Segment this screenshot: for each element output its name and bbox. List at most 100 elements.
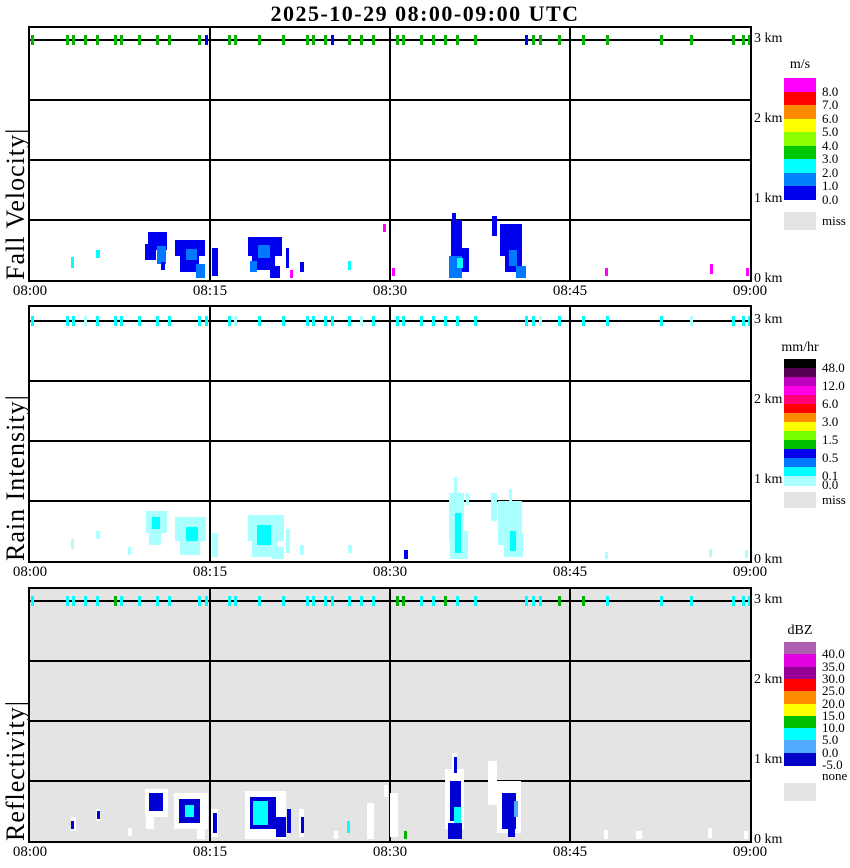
data-cell xyxy=(333,831,339,840)
top-detection-tick xyxy=(606,596,610,606)
top-detection-tick xyxy=(138,35,142,45)
top-detection-tick xyxy=(324,35,328,45)
top-detection-tick xyxy=(156,596,160,606)
colorbar-tick-label: 35.0 xyxy=(822,658,845,674)
top-detection-tick xyxy=(348,35,352,45)
top-detection-tick xyxy=(31,316,35,326)
panel-reflectivity xyxy=(28,587,752,843)
data-cell xyxy=(196,823,206,840)
colorbar-segment xyxy=(784,740,816,754)
gridline-horizontal xyxy=(30,720,750,722)
top-detection-tick xyxy=(444,316,448,326)
colorbar-segment xyxy=(784,476,816,486)
data-cell xyxy=(270,265,280,279)
top-detection-tick xyxy=(741,316,745,326)
colorbar-segment xyxy=(784,91,816,106)
time-tick-label: 08:45 xyxy=(552,283,588,299)
data-cell xyxy=(490,493,497,521)
data-cell xyxy=(709,549,713,557)
data-cell xyxy=(300,817,304,833)
top-detection-tick xyxy=(690,316,694,326)
top-detection-tick xyxy=(205,596,209,606)
top-detection-tick xyxy=(306,316,310,326)
gridline-horizontal xyxy=(30,600,750,602)
data-cell xyxy=(285,529,291,553)
data-cell xyxy=(186,526,198,541)
data-cell xyxy=(286,809,291,833)
time-tick-label: 09:00 xyxy=(732,564,768,580)
time-tick-label: 08:00 xyxy=(12,564,48,580)
data-cell xyxy=(186,248,197,260)
top-detection-tick xyxy=(31,596,35,606)
colorbar-segment xyxy=(784,395,816,405)
gridline-vertical xyxy=(389,307,391,561)
colorbar-segment xyxy=(784,642,816,655)
colorbar-tick-label: 1.5 xyxy=(822,432,839,447)
top-detection-tick xyxy=(432,316,436,326)
colorbar-missing-swatch xyxy=(784,492,816,508)
colorbar-segment xyxy=(784,413,816,423)
data-cell xyxy=(516,266,526,279)
data-cell xyxy=(213,813,217,833)
top-detection-tick xyxy=(444,596,448,606)
time-tick-label: 08:30 xyxy=(372,564,408,580)
time-tick-label: 08:30 xyxy=(372,844,408,860)
data-cell xyxy=(195,264,206,279)
data-cell xyxy=(148,529,161,545)
gridline-horizontal xyxy=(30,320,750,322)
data-cell xyxy=(745,549,749,558)
time-tick-label: 08:00 xyxy=(12,844,48,860)
top-detection-tick xyxy=(331,316,335,326)
top-detection-tick xyxy=(114,35,118,45)
data-cell xyxy=(604,268,608,276)
colorbar-missing-label: miss xyxy=(822,492,846,507)
colorbar-tick-label: 0.0 xyxy=(822,191,839,207)
colorbar-missing-label: none xyxy=(822,768,848,783)
time-tick-label: 08:30 xyxy=(372,283,408,299)
colorbar-segment xyxy=(784,691,816,705)
height-tick-label: 3 km xyxy=(754,31,783,46)
top-detection-tick xyxy=(582,316,586,326)
top-detection-tick xyxy=(348,596,352,606)
top-detection-tick xyxy=(120,316,124,326)
top-detection-tick xyxy=(198,35,202,45)
top-detection-tick xyxy=(402,316,406,326)
colorbar-segment xyxy=(784,105,816,120)
top-detection-tick xyxy=(120,596,124,606)
data-cell xyxy=(457,258,464,268)
top-detection-tick xyxy=(258,35,262,45)
colorbar-segment xyxy=(784,654,816,668)
top-detection-tick xyxy=(539,316,542,326)
data-cell xyxy=(152,517,160,529)
top-detection-tick xyxy=(282,316,286,326)
colorbar-segment xyxy=(784,118,816,133)
colorbar-tick-label: 15.0 xyxy=(822,707,845,723)
top-detection-tick xyxy=(732,316,736,326)
colorbar-segment xyxy=(784,715,816,729)
top-detection-tick xyxy=(258,316,262,326)
data-cell xyxy=(348,545,352,553)
colorbar-tick-label: 25.0 xyxy=(822,683,845,699)
colorbar-tick-label: 5.0 xyxy=(822,124,839,139)
top-detection-tick xyxy=(360,596,364,606)
top-detection-tick xyxy=(331,35,335,45)
time-tick-label: 09:00 xyxy=(732,283,768,299)
data-cell xyxy=(507,813,515,837)
data-cell xyxy=(348,260,351,271)
top-detection-tick xyxy=(205,316,209,326)
data-cell xyxy=(465,493,469,505)
colorbar-tick-label: 20.0 xyxy=(822,695,845,711)
top-detection-tick xyxy=(558,35,562,45)
top-detection-tick xyxy=(360,35,364,45)
top-detection-tick xyxy=(660,35,664,45)
top-detection-tick xyxy=(524,316,528,326)
data-cell xyxy=(212,248,219,276)
top-detection-tick xyxy=(324,596,328,606)
top-detection-tick xyxy=(531,596,535,606)
data-cell xyxy=(384,785,388,797)
colorbar-segment xyxy=(784,359,816,369)
gridline-vertical xyxy=(569,589,571,841)
time-tick-label: 09:00 xyxy=(732,844,768,860)
top-detection-tick xyxy=(114,316,118,326)
top-detection-tick xyxy=(312,316,316,326)
